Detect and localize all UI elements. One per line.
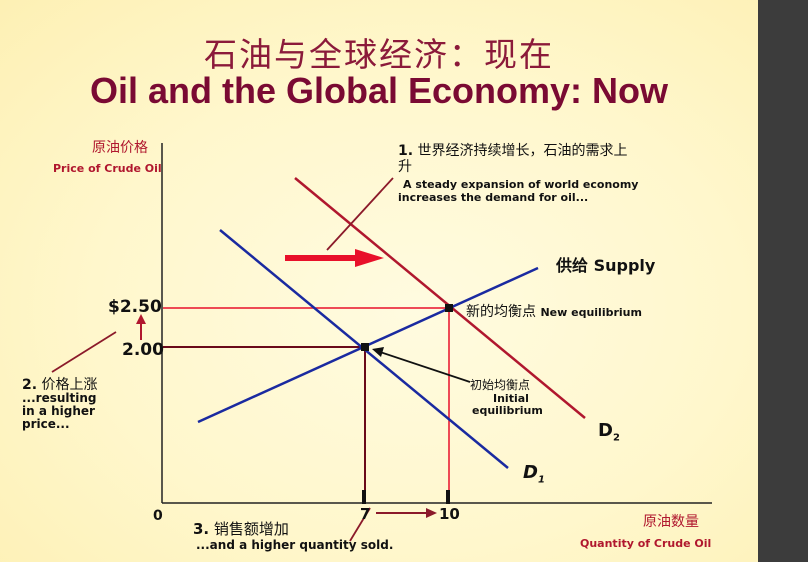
note1-en-line2: increases the demand for oil... [398, 191, 589, 204]
new-equilibrium-point [445, 304, 453, 312]
note2-en-2: in a higher [22, 404, 95, 418]
supply-demand-diagram [51, 143, 712, 542]
new-equilibrium-label: 新的均衡点 New equilibrium [466, 304, 642, 320]
initial-equilibrium-label-en1: Initial [493, 392, 529, 405]
slide-title-chinese: 石油与全球经济：现在 [204, 35, 554, 74]
x-axis-label-cn: 原油数量 [643, 514, 699, 530]
note3-cn: 3. 销售额增加 [193, 520, 289, 538]
qty-label-old: 7 [360, 505, 371, 523]
note3-en: ...and a higher quantity sold. [196, 538, 394, 552]
price-label-new: $2.50 [108, 297, 162, 317]
x-tick-7 [362, 490, 366, 504]
demand1-label: D1 [523, 462, 545, 486]
initial-equilibrium-point [361, 343, 369, 351]
slide: 石油与全球经济：现在 Oil and the Global Economy: N… [0, 0, 758, 562]
demand2-label: D2 [598, 420, 620, 444]
note1-en-line1: A steady expansion of world economy [403, 178, 639, 191]
qty-label-new: 10 [439, 505, 460, 523]
note2-en-3: price... [22, 417, 70, 431]
window-side-panel [758, 0, 808, 562]
initial-eq-pointer [379, 351, 471, 383]
price-label-old: 2.00 [122, 340, 164, 360]
note1-pointer [326, 177, 394, 251]
note2-cn: 2. 价格上涨 [22, 377, 98, 393]
demand-shift-arrow-head [355, 249, 384, 267]
origin-label: 0 [153, 508, 163, 524]
x-axis-label-en: Quantity of Crude Oil [580, 537, 712, 550]
note2-pointer [51, 331, 117, 373]
supply-label: 供给 Supply [556, 256, 656, 275]
note1-cn-line2: 升 [398, 159, 412, 175]
initial-eq-pointer-head [372, 347, 384, 357]
x-tick-10 [446, 490, 450, 504]
note1-cn-line1: 1. 世界经济持续增长，石油的需求上 [398, 143, 628, 159]
note3-pointer [349, 507, 371, 542]
price-rise-arrow-head [136, 314, 146, 324]
initial-equilibrium-label-cn: 初始均衡点 [470, 378, 531, 392]
y-axis-label-cn: 原油价格 [92, 140, 148, 156]
demand-curve-d2 [294, 177, 586, 419]
y-axis-label-en: Price of Crude Oil [53, 162, 162, 175]
initial-equilibrium-label-en2: equilibrium [472, 404, 543, 417]
slide-title-english: Oil and the Global Economy: Now [89, 70, 669, 111]
quantity-rise-arrow-head [426, 508, 437, 518]
note2-en-1: ...resulting [22, 391, 97, 405]
